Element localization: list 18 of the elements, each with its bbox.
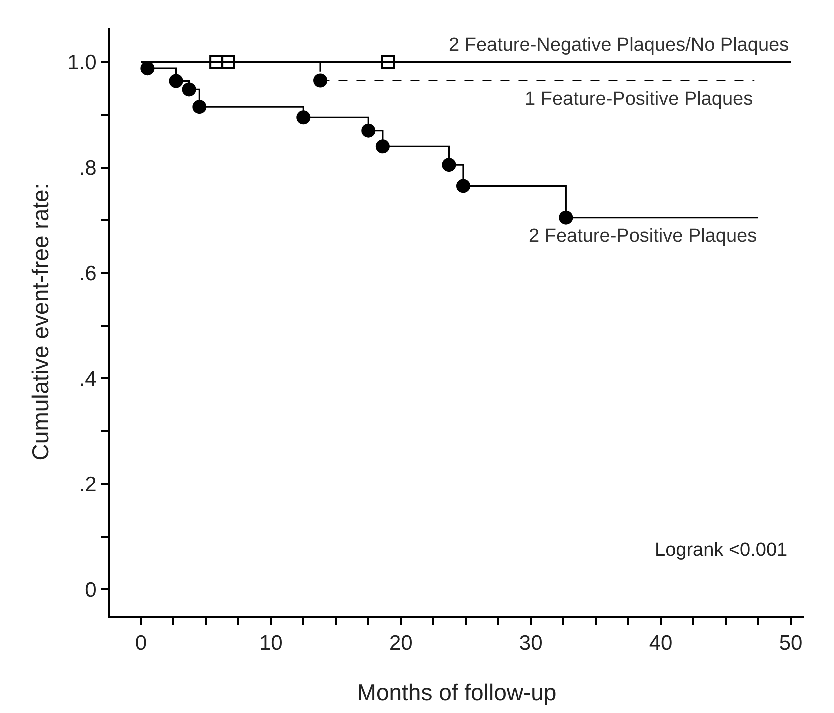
y-tick-label: 0 — [85, 578, 97, 602]
y-tick-label: .4 — [79, 368, 98, 392]
y-tick-label: .8 — [79, 157, 97, 180]
x-tick-label: 10 — [259, 632, 283, 656]
y-tick-label: .6 — [79, 262, 97, 286]
x-tick-label: 0 — [135, 632, 148, 656]
y-tick-label: 1.0 — [68, 52, 97, 75]
x-tick-label: 50 — [779, 632, 803, 656]
x-tick-label: 20 — [389, 632, 413, 656]
series-label: 1 Feature-Positive Plaques — [525, 89, 754, 110]
y-axis-title: Cumulative event-free rate: — [28, 183, 54, 461]
x-tick-label: 30 — [519, 632, 543, 656]
annotation: Logrank <0.001 — [655, 540, 788, 561]
series-label: 2 Feature-Positive Plaques — [529, 226, 758, 247]
x-axis-title: Months of follow-up — [357, 679, 557, 706]
series-label: 2 Feature-Negative Plaques/No Plaques — [449, 35, 790, 56]
x-tick-label: 40 — [649, 632, 673, 656]
y-tick-label: .2 — [79, 474, 97, 497]
